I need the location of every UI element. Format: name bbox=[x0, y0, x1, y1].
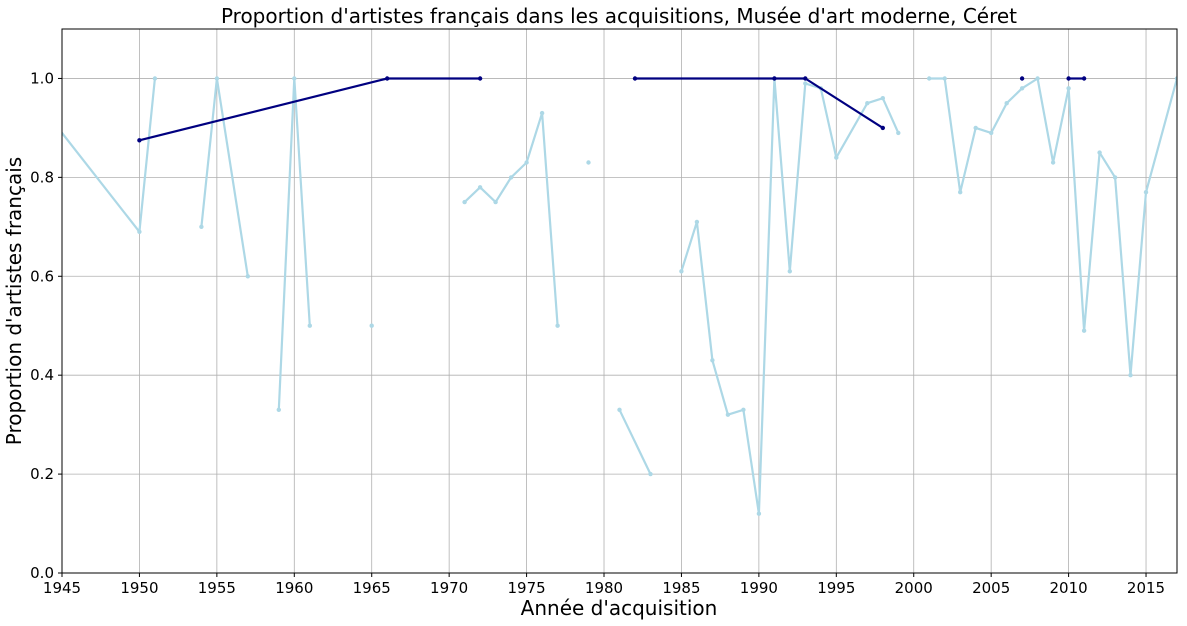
x-tick-label: 2010 bbox=[1050, 579, 1088, 597]
x-tick-label: 2000 bbox=[895, 579, 933, 597]
data-point bbox=[1066, 76, 1071, 81]
x-tick-label: 2005 bbox=[972, 579, 1010, 597]
data-point bbox=[493, 199, 498, 205]
data-point bbox=[44, 111, 48, 115]
data-point bbox=[710, 358, 715, 363]
data-point bbox=[648, 471, 653, 477]
series-line bbox=[929, 77, 1177, 377]
data-point bbox=[152, 76, 158, 81]
data-point bbox=[508, 175, 514, 180]
x-axis-title: Année d'acquisition bbox=[521, 596, 718, 620]
plot-frame bbox=[61, 28, 1178, 574]
data-point bbox=[555, 323, 560, 328]
data-point bbox=[1128, 373, 1133, 378]
x-tick-label: 1990 bbox=[740, 579, 778, 597]
data-point bbox=[958, 190, 963, 195]
x-tick-label: 1950 bbox=[120, 579, 158, 597]
data-point bbox=[772, 76, 777, 81]
data-point bbox=[462, 199, 467, 205]
data-point bbox=[586, 160, 591, 165]
series-line bbox=[463, 111, 559, 326]
x-tick-label: 1970 bbox=[430, 579, 468, 597]
data-point bbox=[834, 155, 839, 160]
x-tick-label: 1985 bbox=[662, 579, 700, 597]
x-tick-label: 1955 bbox=[198, 579, 236, 597]
data-point bbox=[741, 407, 746, 412]
data-point bbox=[1050, 160, 1056, 165]
data-point bbox=[245, 274, 250, 279]
x-tick-label: 1965 bbox=[353, 579, 391, 597]
series-line bbox=[680, 77, 900, 515]
series-2 bbox=[137, 76, 1087, 143]
data-point bbox=[617, 407, 622, 412]
data-point bbox=[276, 407, 281, 412]
x-tick-label: 1975 bbox=[507, 579, 545, 597]
series-line bbox=[62, 78, 156, 233]
data-point bbox=[199, 224, 204, 229]
data-point bbox=[1081, 76, 1087, 81]
series-line bbox=[635, 77, 884, 129]
data-point bbox=[973, 125, 978, 131]
series-1 bbox=[44, 76, 1177, 516]
data-point bbox=[756, 511, 762, 516]
data-point bbox=[539, 110, 545, 116]
y-tick-label: 0.8 bbox=[30, 168, 54, 186]
data-point bbox=[477, 76, 483, 81]
data-point bbox=[803, 76, 808, 81]
data-point bbox=[1004, 101, 1009, 106]
data-point bbox=[942, 76, 947, 81]
x-tick-label: 1980 bbox=[585, 579, 623, 597]
y-tick-label: 0.2 bbox=[30, 465, 54, 483]
data-point bbox=[1112, 175, 1118, 180]
data-point bbox=[1174, 76, 1177, 81]
data-point bbox=[369, 323, 374, 328]
data-point bbox=[1097, 150, 1102, 155]
data-point bbox=[307, 323, 312, 328]
x-tick-label: 2015 bbox=[1127, 579, 1165, 597]
y-tick-label: 0.4 bbox=[30, 366, 54, 384]
data-point bbox=[927, 76, 932, 81]
data-point bbox=[292, 76, 297, 81]
chart-title: Proportion d'artistes français dans les … bbox=[221, 4, 1017, 28]
data-point bbox=[1019, 86, 1025, 91]
x-tick-label: 1960 bbox=[275, 579, 313, 597]
grid bbox=[62, 29, 1177, 573]
data-point bbox=[1066, 86, 1071, 91]
plot-area bbox=[44, 76, 1177, 516]
axes: 1945 1950 1955 1960 1965 1970 1975 1980 1985 1990… bbox=[30, 69, 1165, 597]
data-point bbox=[694, 219, 700, 225]
series-line bbox=[139, 77, 481, 142]
data-point bbox=[524, 160, 529, 165]
data-point bbox=[1081, 328, 1087, 333]
data-point bbox=[803, 81, 808, 86]
data-point bbox=[989, 130, 994, 136]
data-point bbox=[137, 229, 142, 234]
data-point bbox=[880, 96, 885, 101]
data-point bbox=[865, 101, 870, 106]
data-point bbox=[1143, 190, 1149, 195]
data-point bbox=[477, 185, 483, 190]
data-point bbox=[632, 76, 638, 81]
data-point bbox=[137, 138, 142, 143]
data-point bbox=[880, 125, 885, 131]
data-point bbox=[787, 269, 792, 274]
y-tick-label: 1.0 bbox=[30, 69, 54, 87]
data-point bbox=[725, 412, 731, 417]
data-point bbox=[385, 76, 390, 81]
data-point bbox=[679, 269, 684, 274]
series-line bbox=[618, 409, 652, 475]
y-tick-label: 0.6 bbox=[30, 267, 54, 285]
data-point bbox=[1035, 76, 1040, 81]
x-tick-label: 1995 bbox=[817, 579, 855, 597]
data-point bbox=[896, 130, 901, 136]
y-axis-title: Proportion d'artistes français bbox=[2, 157, 26, 445]
y-tick-label: 0.0 bbox=[30, 564, 54, 582]
data-point bbox=[1019, 76, 1025, 81]
x-tick-label: 1945 bbox=[43, 579, 81, 597]
data-point bbox=[214, 76, 220, 81]
